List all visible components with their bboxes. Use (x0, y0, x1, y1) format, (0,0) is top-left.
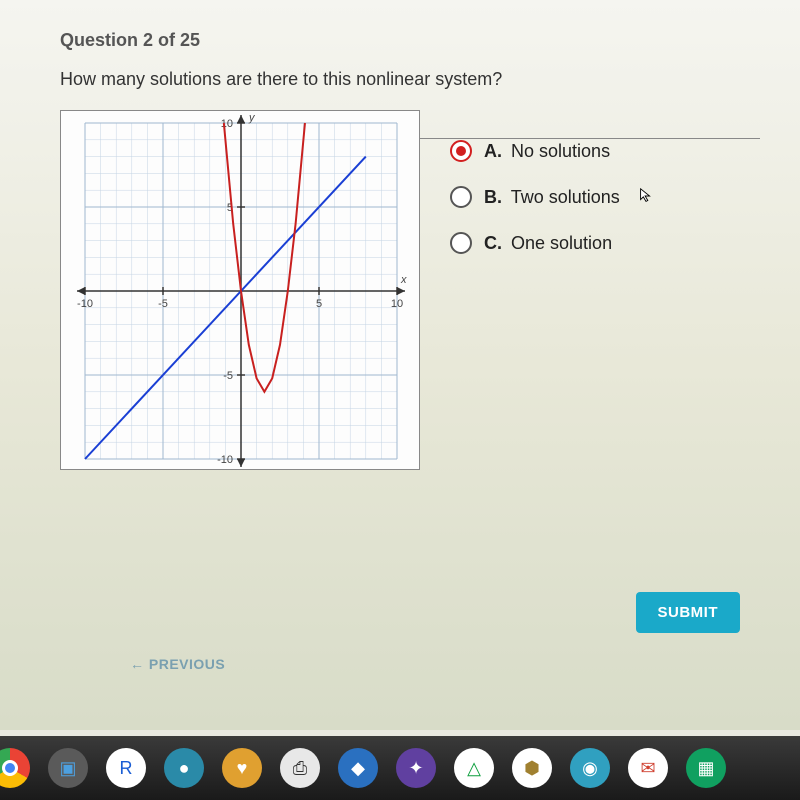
shelf-camera-icon[interactable]: ◉ (570, 748, 610, 788)
shelf-app-blue-icon-icon[interactable]: ◆ (338, 748, 378, 788)
graph: -10-5510-10-5510xy (60, 110, 420, 470)
svg-text:-5: -5 (223, 370, 233, 382)
answer-label: A. No solutions (484, 141, 610, 162)
question-text: How many solutions are there to this non… (60, 69, 760, 90)
question-counter: Question 2 of 25 (60, 30, 760, 51)
shelf-gmail-icon[interactable]: ✉ (628, 748, 668, 788)
answer-label: B. Two solutions (484, 187, 620, 208)
answer-option-b[interactable]: B. Two solutions (450, 186, 620, 208)
shelf-files-icon[interactable]: ▣ (48, 748, 88, 788)
answer-list: A. No solutions B. Two solutions C. One … (450, 110, 620, 470)
radio-icon[interactable] (450, 232, 472, 254)
svg-text:-10: -10 (217, 454, 233, 466)
svg-text:10: 10 (391, 298, 403, 310)
shelf-app-keep-icon[interactable]: ⬢ (512, 748, 552, 788)
previous-button[interactable]: PREVIOUS (130, 656, 225, 672)
chrome-os-shelf: ▣ R ● ♥ ⎙ ◆ ✦ △ ⬢ ◉ ✉ ▦ (0, 736, 800, 800)
svg-text:x: x (400, 274, 407, 286)
submit-button[interactable]: SUBMIT (636, 592, 741, 633)
answer-option-c[interactable]: C. One solution (450, 232, 620, 254)
svg-text:-10: -10 (77, 298, 93, 310)
svg-text:5: 5 (316, 298, 322, 310)
shelf-chrome-icon[interactable] (0, 748, 30, 788)
shelf-app-purple-icon[interactable]: ✦ (396, 748, 436, 788)
answer-option-a[interactable]: A. No solutions (450, 140, 620, 162)
shelf-app-blue-r-icon[interactable]: R (106, 748, 146, 788)
shelf-app-orange-icon[interactable]: ♥ (222, 748, 262, 788)
answer-label: C. One solution (484, 233, 612, 254)
radio-icon[interactable] (450, 186, 472, 208)
cursor-icon (637, 186, 655, 206)
svg-text:10: 10 (221, 118, 233, 130)
radio-selected-icon[interactable] (450, 140, 472, 162)
svg-text:y: y (248, 112, 256, 124)
shelf-sheets-icon[interactable]: ▦ (686, 748, 726, 788)
svg-text:-5: -5 (158, 298, 168, 310)
shelf-app-teal-icon[interactable]: ● (164, 748, 204, 788)
shelf-drive-icon[interactable]: △ (454, 748, 494, 788)
shelf-app-print-icon[interactable]: ⎙ (280, 748, 320, 788)
